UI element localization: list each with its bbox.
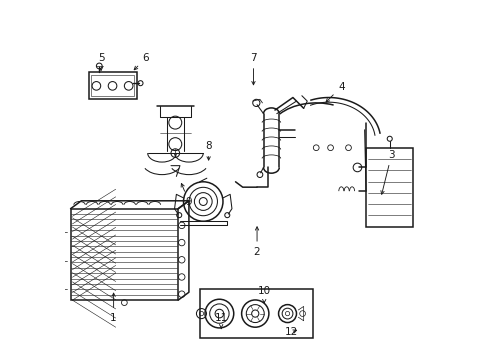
Bar [70,209,178,300]
Bar [366,148,412,226]
Text: 8: 8 [205,141,211,160]
Text: 9: 9 [181,184,192,207]
Text: 4: 4 [325,82,344,102]
Bar [91,75,134,96]
Text: 1: 1 [110,293,117,323]
Text: 7: 7 [250,53,256,85]
Text: 5: 5 [98,53,104,71]
Text: 6: 6 [134,53,149,70]
Bar [199,289,312,338]
Text: 10: 10 [257,286,270,303]
Text: 2: 2 [253,227,260,257]
Text: 3: 3 [380,150,394,194]
Text: 12: 12 [284,327,297,337]
Text: 11: 11 [214,313,227,329]
Bar [88,72,137,99]
